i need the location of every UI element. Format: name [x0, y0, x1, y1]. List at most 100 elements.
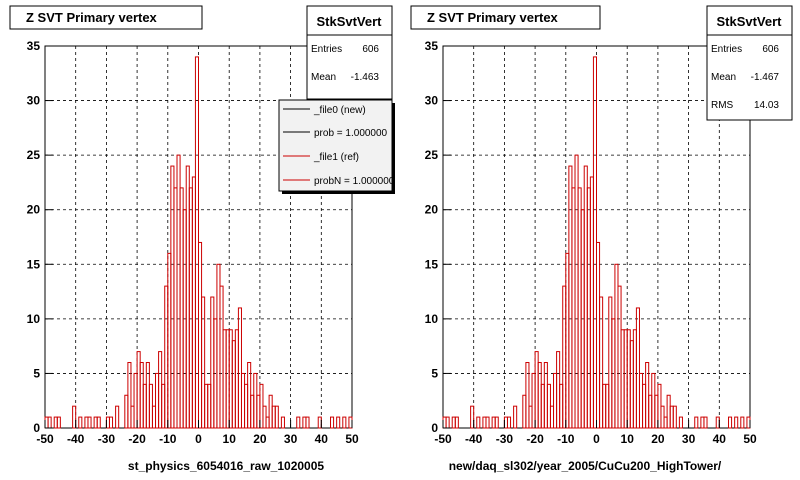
left-x-tick-label: 0 — [195, 432, 202, 446]
left-stats-box: StkSvtVert Entries 606 Mean -1.463 — [306, 5, 393, 100]
left-histogram-bin — [237, 307, 242, 429]
left-stats-mean-label: Mean — [311, 72, 336, 83]
right-histogram-bin — [728, 416, 733, 429]
right-histogram-bin — [599, 296, 604, 429]
right-x-tick-label: -10 — [557, 432, 575, 446]
right-histogram-bin — [485, 416, 490, 429]
right-x-tick-label: 20 — [651, 432, 665, 446]
right-subtitle: new/daq_sl302/year_2005/CuCu200_HighTowe… — [449, 459, 722, 473]
left-y-tick-label: 20 — [27, 203, 41, 217]
right-stats-rms-value: 14.03 — [754, 100, 779, 111]
left-y-tick-label: 5 — [33, 366, 40, 380]
left-histogram-bin — [305, 416, 310, 429]
right-stats-box: StkSvtVert Entries 606 Mean -1.467 RMS 1… — [706, 5, 793, 121]
right-histogram-bin — [454, 416, 459, 429]
left-x-tick-label: 10 — [223, 432, 237, 446]
right-y-tick-label: 0 — [431, 421, 438, 435]
right-title: Z SVT Primary vertex — [427, 10, 559, 25]
left-axes: -50 -40 -30 -20 -10 0 10 20 30 40 50 0 5 10 15 20 25 30 35 — [27, 39, 359, 446]
left-x-tick-label: 30 — [284, 432, 298, 446]
left-x-tick-label: 50 — [345, 432, 359, 446]
right-x-tick-label: 30 — [682, 432, 696, 446]
right-histogram-panel: -50 -40 -30 -20 -10 0 10 20 30 40 50 0 5 10 15 20 25 30 35… — [410, 5, 793, 473]
left-histogram-bin — [108, 416, 114, 429]
left-histogram-bin — [274, 405, 279, 429]
right-x-tick-label: 40 — [713, 432, 727, 446]
left-histogram-bin — [127, 362, 132, 429]
right-stats-mean-label: Mean — [711, 72, 736, 83]
left-y-tick-label: 0 — [33, 421, 40, 435]
legend-entry-file0: _file0 (new) — [313, 105, 366, 116]
right-stats-entries-label: Entries — [711, 44, 742, 55]
left-histogram-bin — [201, 296, 206, 429]
left-histogram-bin — [56, 416, 61, 429]
left-x-tick-label: -20 — [128, 432, 146, 446]
left-histogram-bin — [96, 416, 101, 429]
right-histogram-bin — [703, 416, 708, 429]
left-stats-mean-value: -1.463 — [351, 72, 380, 83]
right-x-tick-label: 10 — [621, 432, 635, 446]
left-legend: _file0 (new) prob = 1.000000 _file1 (ref… — [278, 99, 395, 194]
right-y-tick-label: 15 — [425, 257, 439, 271]
right-histogram-bin — [694, 416, 699, 429]
right-x-tick-label: -30 — [496, 432, 514, 446]
right-histogram-bin — [525, 362, 530, 429]
left-stats-entries-value: 606 — [362, 44, 379, 55]
right-histogram-bin — [734, 416, 739, 429]
right-histogram-bin — [740, 416, 745, 429]
left-stats-entries-label: Entries — [311, 44, 342, 55]
left-histogram — [44, 56, 353, 429]
right-x-tick-label: 50 — [743, 432, 757, 446]
left-subtitle: st_physics_6054016_raw_1020005 — [128, 459, 324, 473]
right-stats-rms-label: RMS — [711, 100, 734, 111]
left-histogram-bin — [87, 416, 92, 429]
left-y-tick-label: 25 — [27, 148, 41, 162]
right-x-tick-label: -40 — [465, 432, 483, 446]
right-y-tick-label: 30 — [425, 94, 439, 108]
right-histogram-bin — [672, 405, 677, 429]
right-y-tick-label: 35 — [425, 39, 439, 53]
left-x-tick-label: 20 — [253, 432, 267, 446]
left-title: Z SVT Primary vertex — [26, 10, 158, 25]
left-x-tick-label: -40 — [67, 432, 85, 446]
right-histogram-bin — [476, 416, 481, 429]
right-x-tick-label: 0 — [593, 432, 600, 446]
left-x-tick-label: -30 — [98, 432, 116, 446]
left-histogram-bin — [72, 405, 77, 429]
right-stats-mean-value: -1.467 — [751, 72, 780, 83]
right-axes: -50 -40 -30 -20 -10 0 10 20 30 40 50 0 5 10 15 20 25 30 35 — [425, 39, 757, 446]
left-histogram-bin — [280, 416, 285, 429]
right-y-tick-label: 5 — [431, 366, 438, 380]
legend-entry-probn: probN = 1.000000 — [314, 176, 395, 187]
right-histogram-bin — [635, 307, 640, 429]
right-x-tick-label: -50 — [434, 432, 452, 446]
left-y-tick-label: 30 — [27, 94, 41, 108]
left-histogram-bin — [330, 416, 335, 429]
right-histogram-bin — [678, 416, 683, 429]
legend-entry-prob: prob = 1.000000 — [314, 128, 388, 139]
right-title-box: Z SVT Primary vertex — [410, 5, 601, 30]
right-y-tick-label: 10 — [425, 312, 439, 326]
legend-entry-file1: _file1 (ref) — [313, 152, 359, 163]
right-y-tick-label: 20 — [425, 203, 439, 217]
left-histogram-bin — [115, 405, 120, 429]
left-y-tick-label: 15 — [27, 257, 41, 271]
left-histogram-bin — [296, 416, 301, 429]
right-x-tick-label: -20 — [526, 432, 544, 446]
left-histogram-panel: -50 -40 -30 -20 -10 0 10 20 30 40 50 0 5 10 15 20 25 30 35… — [9, 5, 395, 473]
right-stats-name: StkSvtVert — [716, 14, 782, 29]
right-histogram-bin — [506, 416, 512, 429]
right-histogram — [442, 56, 751, 429]
left-x-tick-label: -50 — [36, 432, 54, 446]
left-histogram-bin — [342, 416, 347, 429]
left-y-tick-label: 10 — [27, 312, 41, 326]
right-histogram-bin — [494, 416, 499, 429]
right-y-tick-label: 25 — [425, 148, 439, 162]
left-y-tick-label: 35 — [27, 39, 41, 53]
left-title-box: Z SVT Primary vertex — [9, 5, 203, 30]
left-histogram-bin — [78, 416, 83, 429]
right-histogram-bin — [470, 405, 475, 429]
right-histogram-bin — [513, 405, 518, 429]
left-x-tick-label: 40 — [315, 432, 329, 446]
